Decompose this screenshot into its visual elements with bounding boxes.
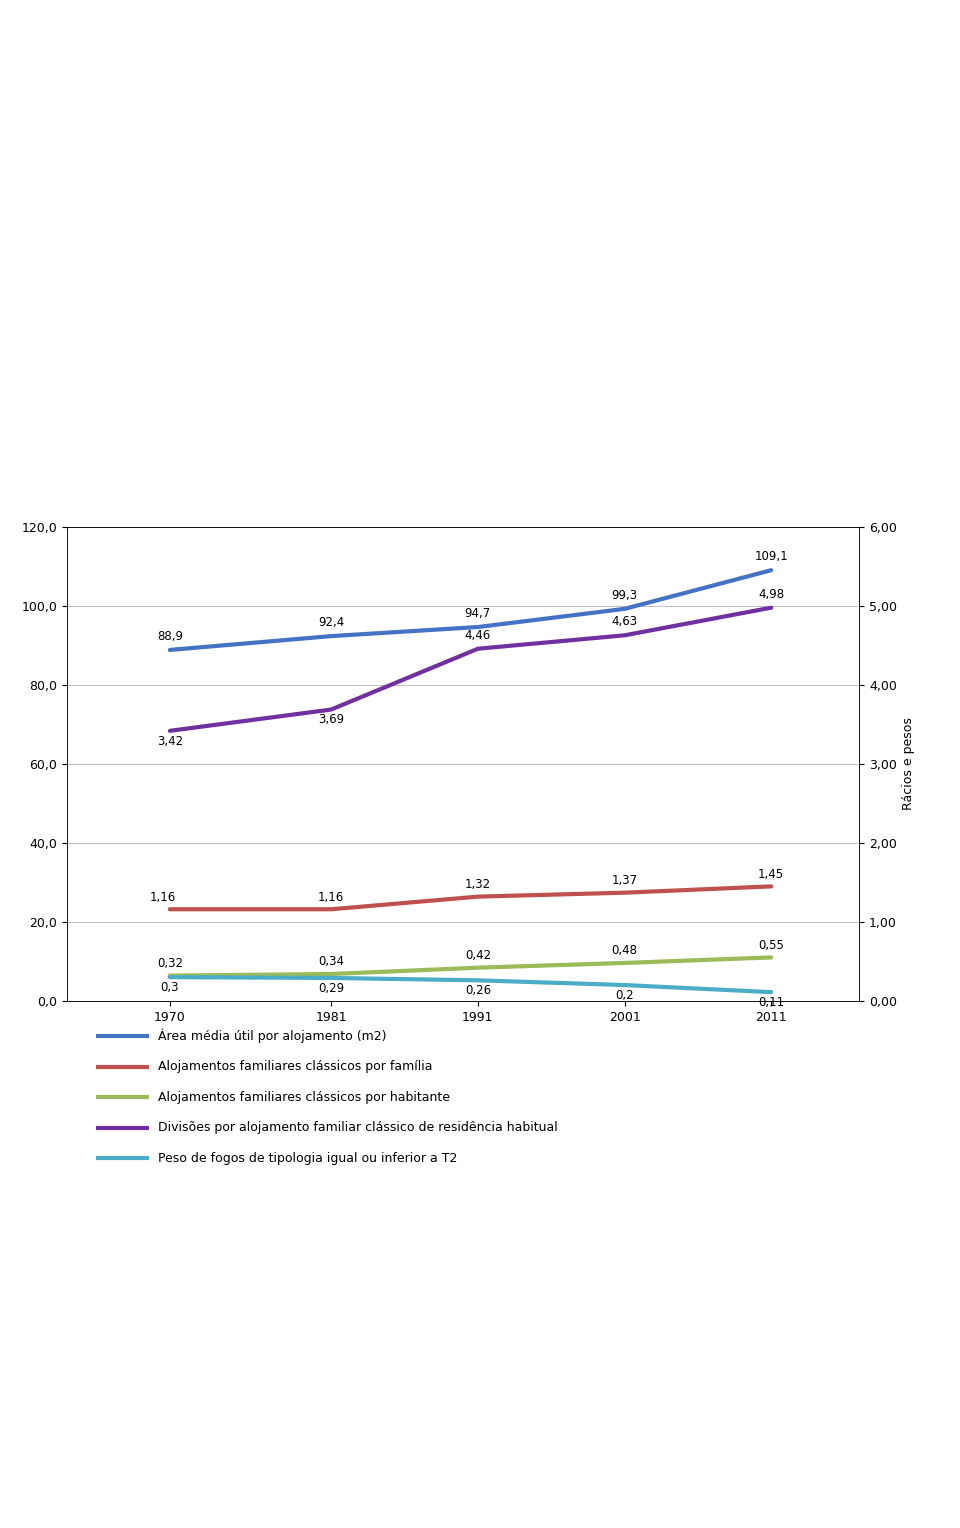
Text: Alojamentos familiares clássicos por família: Alojamentos familiares clássicos por fam… (158, 1060, 433, 1073)
Text: 0,11: 0,11 (758, 996, 784, 1008)
Text: 0,34: 0,34 (318, 955, 345, 969)
Text: Alojamentos familiares clássicos por habitante: Alojamentos familiares clássicos por hab… (158, 1091, 450, 1103)
Text: 0,3: 0,3 (160, 981, 180, 993)
Text: 0,55: 0,55 (758, 938, 784, 952)
Text: 3,69: 3,69 (318, 714, 345, 726)
Text: Área média útil por alojamento (m2): Área média útil por alojamento (m2) (158, 1028, 387, 1044)
Text: Peso de fogos de tipologia igual ou inferior a T2: Peso de fogos de tipologia igual ou infe… (158, 1152, 458, 1164)
Text: 0,32: 0,32 (156, 957, 182, 970)
Text: 88,9: 88,9 (156, 630, 182, 643)
Text: 0,29: 0,29 (318, 981, 345, 995)
Text: 109,1: 109,1 (755, 550, 788, 564)
Text: 0,42: 0,42 (465, 949, 491, 963)
Text: 1,16: 1,16 (150, 891, 176, 903)
Text: 1,32: 1,32 (465, 879, 491, 891)
Text: 4,98: 4,98 (758, 588, 784, 601)
Text: Divisões por alojamento familiar clássico de residência habitual: Divisões por alojamento familiar clássic… (158, 1122, 558, 1134)
Text: 4,46: 4,46 (465, 630, 491, 642)
Text: 1,16: 1,16 (318, 891, 345, 903)
Text: 92,4: 92,4 (318, 616, 345, 630)
Text: 0,48: 0,48 (612, 944, 637, 958)
Text: 4,63: 4,63 (612, 616, 637, 628)
Text: 1,45: 1,45 (758, 868, 784, 880)
Text: 0,2: 0,2 (615, 989, 634, 1002)
Text: 99,3: 99,3 (612, 588, 637, 602)
Text: 0,26: 0,26 (465, 984, 491, 996)
Text: 3,42: 3,42 (156, 735, 183, 747)
Text: 1,37: 1,37 (612, 874, 637, 888)
Y-axis label: Rácios e pesos: Rácios e pesos (902, 718, 916, 810)
Text: 94,7: 94,7 (465, 607, 491, 620)
